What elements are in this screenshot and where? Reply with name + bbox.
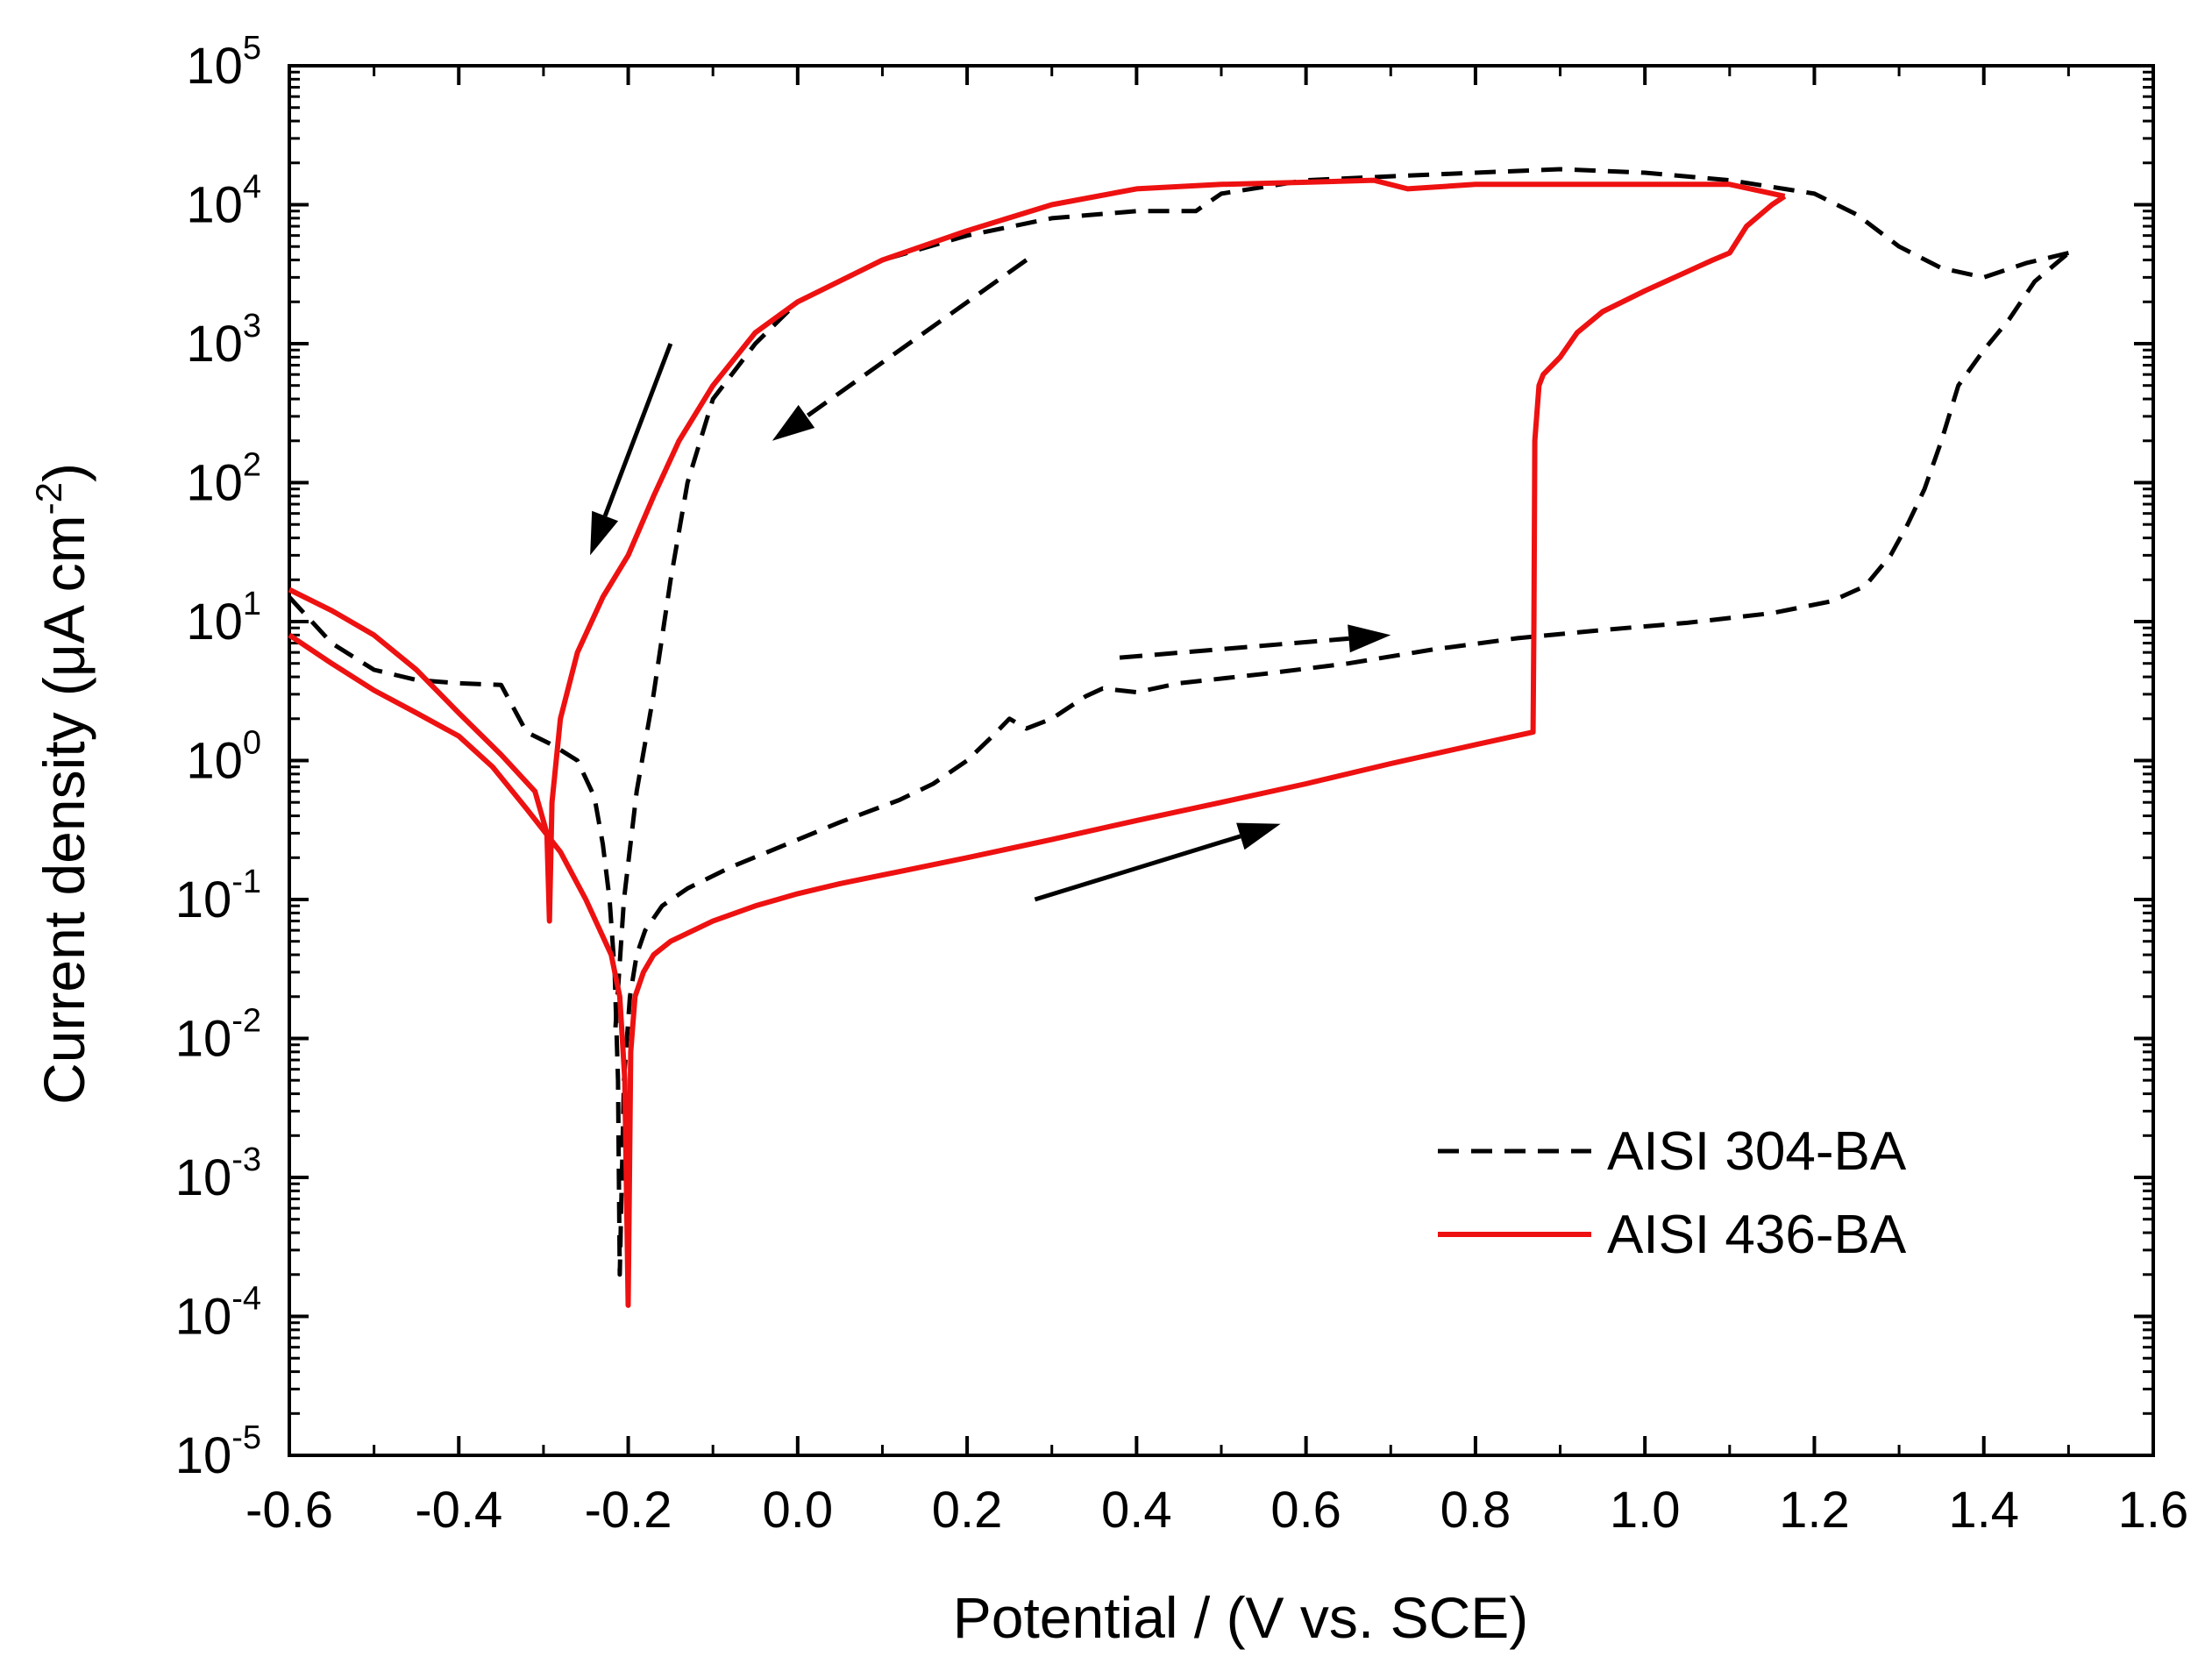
arrow-2-shaft (805, 258, 1028, 419)
y-tick-exponent: -2 (231, 1003, 261, 1040)
y-tick-label: 102 (186, 447, 261, 512)
x-tick-label: -0.2 (585, 1482, 672, 1539)
y-axis-title: Current density (μA cm-2) (28, 463, 96, 1105)
arrow-2-head (772, 404, 815, 441)
x-tick-label: -0.4 (415, 1482, 502, 1539)
x-tick-label: -0.6 (245, 1482, 333, 1539)
y-tick-exponent: 1 (243, 586, 261, 622)
arrow-4-shaft (1034, 834, 1241, 902)
y-tick-base: 10 (175, 1011, 232, 1068)
y-tick-exponent: 0 (243, 725, 261, 762)
y-tick-exponent: -4 (231, 1281, 261, 1318)
y-tick-label: 100 (186, 725, 261, 790)
x-tick-label: 1.2 (1779, 1482, 1850, 1539)
series-lines (288, 167, 2071, 1308)
y-tick-label: 101 (186, 586, 261, 651)
x-axis-title: Potential / (V vs. SCE) (953, 1585, 1529, 1650)
y-tick-base: 10 (186, 733, 243, 790)
annotation-arrows (590, 258, 1391, 902)
x-tick-label: 1.6 (2118, 1482, 2189, 1539)
y-tick-label: 10-4 (175, 1281, 261, 1346)
y-tick-label: 10-5 (175, 1419, 261, 1484)
legend-label-aisi-304-ba: AISI 304-BA (1607, 1121, 1907, 1182)
y-tick-base: 10 (175, 1149, 232, 1206)
y-tick-label: 10-1 (175, 864, 261, 928)
x-tick-label: 1.0 (1610, 1482, 1681, 1539)
legend: AISI 304-BA AISI 436-BA (1438, 1121, 1907, 1265)
y-tick-base: 10 (186, 38, 243, 95)
y-tick-exponent: 4 (243, 169, 261, 206)
y-tick-exponent: -3 (231, 1141, 261, 1178)
legend-label-aisi-436-ba: AISI 436-BA (1607, 1205, 1907, 1265)
y-tick-base: 10 (186, 316, 243, 373)
y-axis-title-exponent: -2 (28, 482, 69, 515)
y-tick-exponent: -1 (231, 864, 261, 900)
x-tick-label: 1.4 (1948, 1482, 2019, 1539)
arrow-4-head (1236, 822, 1281, 850)
series-aisi-436-ba-reverse-scan (288, 177, 1786, 924)
arrow-3-head (1348, 624, 1391, 653)
y-tick-exponent: 2 (243, 447, 261, 484)
x-tick-label: 0.2 (932, 1482, 1003, 1539)
y-tick-label: 10-2 (175, 1003, 261, 1068)
y-tick-base: 10 (175, 871, 232, 928)
y-axis-title-main: Current density (μA cm (32, 515, 96, 1105)
x-tick-label: 0.6 (1270, 1482, 1341, 1539)
arrow-1-shaft (602, 343, 673, 517)
y-axis-title-close: ) (32, 463, 96, 482)
y-tick-label: 10-3 (175, 1141, 261, 1206)
y-tick-label: 104 (186, 169, 261, 234)
series-aisi-304-ba-reverse-scan (613, 167, 2069, 1028)
series-aisi-436-ba-forward-scan (288, 194, 1787, 1308)
y-tick-base: 10 (186, 455, 243, 512)
arrow-1-head (590, 510, 619, 556)
x-tick-label: 0.4 (1101, 1482, 1172, 1539)
y-tick-base: 10 (175, 1427, 232, 1484)
y-tick-exponent: 5 (243, 30, 261, 67)
y-tick-label: 103 (186, 308, 261, 373)
y-tick-label: 105 (186, 30, 261, 95)
series-aisi-304-ba-forward-scan (288, 251, 2071, 1277)
x-tick-label: 0.0 (762, 1482, 833, 1539)
x-tick-label: 0.8 (1440, 1482, 1511, 1539)
y-tick-base: 10 (186, 594, 243, 651)
y-tick-base: 10 (186, 177, 243, 234)
y-tick-base: 10 (175, 1289, 232, 1346)
x-axis-ticks: -0.6 -0.4 -0.2 0.0 0.2 0.4 0.6 0.8 1.0 1.2 1.4 1.6 (245, 66, 2188, 1539)
arrow-3-shaft (1119, 636, 1349, 660)
y-tick-exponent: 3 (243, 308, 261, 345)
y-tick-exponent: -5 (231, 1419, 261, 1456)
